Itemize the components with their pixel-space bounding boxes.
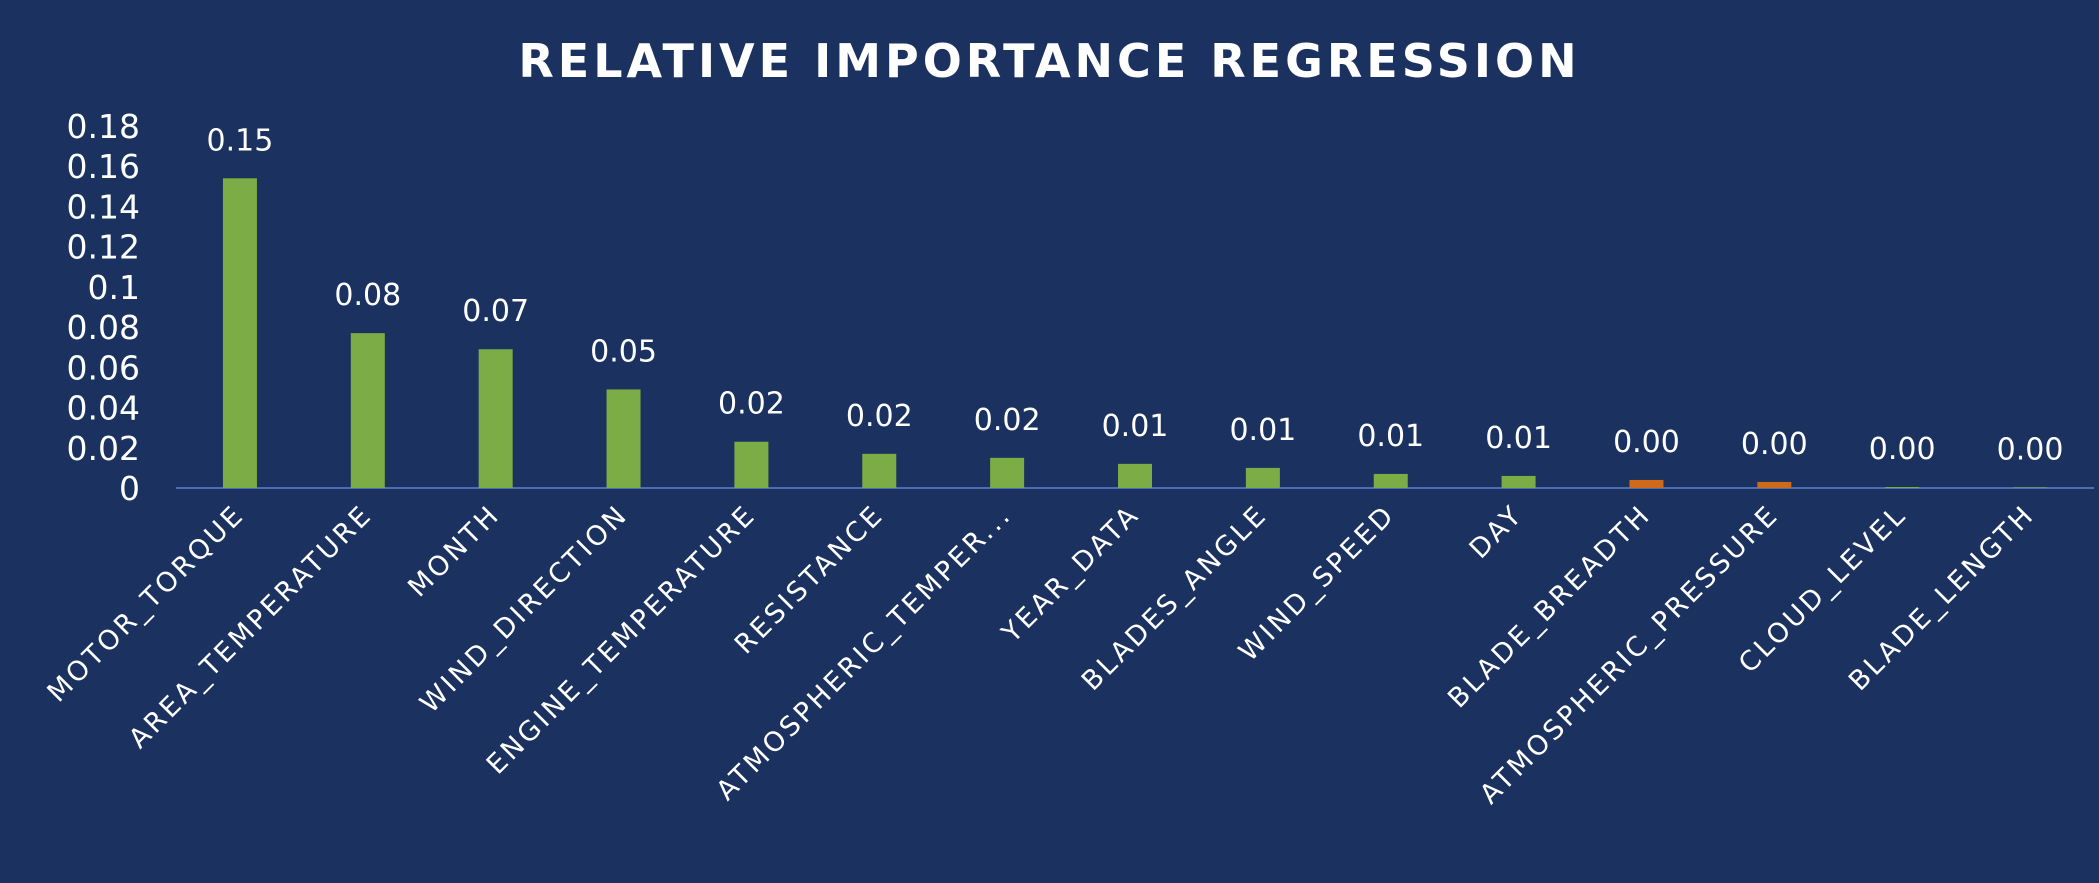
bar <box>862 453 897 488</box>
category-label: AREA_TEMPERATURE <box>123 499 379 755</box>
data-label: 0.01 <box>1102 409 1169 444</box>
bar <box>1118 463 1152 488</box>
data-label: 0.01 <box>1229 413 1296 448</box>
bar <box>734 441 769 488</box>
bar <box>1629 479 1664 488</box>
y-tick-label: 0.02 <box>67 429 140 468</box>
data-label: 0.08 <box>334 278 401 313</box>
bar <box>222 178 257 489</box>
category-label: DAY <box>1464 499 1530 565</box>
category-label: WIND_DIRECTION <box>414 499 634 719</box>
bar <box>1373 473 1408 488</box>
category-label: ENGINE_TEMPERATURE <box>481 499 763 781</box>
data-label: 0.02 <box>974 403 1041 438</box>
chart-title: RELATIVE IMPORTANCE REGRESSION <box>518 34 1581 88</box>
bar <box>350 333 385 488</box>
data-label: 0.00 <box>1869 432 1936 467</box>
data-label: 0.00 <box>1997 433 2064 468</box>
bar <box>2013 487 2048 488</box>
y-tick-label: 0.14 <box>67 187 140 226</box>
data-label: 0.01 <box>1485 421 1552 456</box>
bar <box>1885 486 1920 488</box>
data-label: 0.07 <box>462 294 529 329</box>
data-label: 0.02 <box>846 399 913 434</box>
data-label: 0.15 <box>207 123 274 158</box>
y-tick-label: 0.08 <box>67 308 140 347</box>
bar <box>1501 475 1536 488</box>
category-label: MONTH <box>402 499 506 603</box>
bar <box>1245 467 1280 488</box>
data-label: 0.05 <box>590 334 657 369</box>
bar <box>1757 481 1792 488</box>
data-label: 0.02 <box>718 387 785 422</box>
y-tick-label: 0.1 <box>88 268 140 307</box>
y-tick-label: 0 <box>119 469 140 508</box>
data-label: 0.00 <box>1741 427 1808 462</box>
y-tick-label: 0.12 <box>67 228 140 267</box>
y-tick-label: 0.18 <box>67 107 140 146</box>
y-tick-label: 0.16 <box>67 147 140 186</box>
data-label: 0.01 <box>1357 419 1424 454</box>
data-label: 0.00 <box>1613 425 1680 460</box>
bar <box>478 349 513 488</box>
y-tick-label: 0.06 <box>67 348 140 387</box>
bar <box>606 389 641 488</box>
bar <box>990 457 1025 488</box>
y-tick-label: 0.04 <box>67 389 140 428</box>
